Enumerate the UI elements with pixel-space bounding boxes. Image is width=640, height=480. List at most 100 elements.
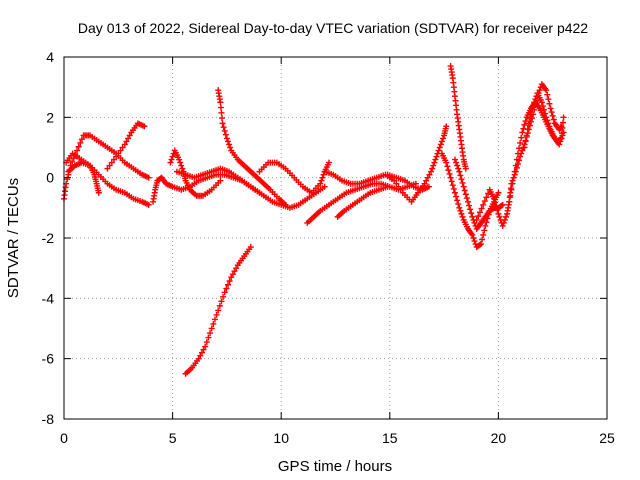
data-point xyxy=(479,236,486,243)
series-arc-19 xyxy=(506,99,567,205)
data-point xyxy=(513,156,520,163)
data-point xyxy=(424,174,431,181)
x-tick-label: 20 xyxy=(491,430,507,446)
data-point xyxy=(556,141,563,148)
data-point xyxy=(481,198,488,205)
data-point xyxy=(546,100,553,107)
data-point xyxy=(559,124,566,131)
data-point xyxy=(121,141,128,148)
data-point xyxy=(282,201,289,208)
data-point xyxy=(529,106,536,113)
data-point xyxy=(318,177,325,184)
data-point xyxy=(437,141,444,148)
data-point xyxy=(480,201,487,208)
data-point xyxy=(423,177,430,184)
data-point xyxy=(221,289,228,296)
data-point xyxy=(510,174,517,181)
data-point xyxy=(145,174,152,181)
data-point xyxy=(221,127,228,134)
data-point xyxy=(229,271,236,278)
data-point xyxy=(558,135,565,142)
data-point xyxy=(226,277,233,284)
data-point xyxy=(543,114,550,121)
data-point xyxy=(483,219,490,226)
data-point xyxy=(462,191,469,198)
data-point xyxy=(476,241,483,248)
data-point xyxy=(524,126,531,133)
data-point xyxy=(543,87,550,94)
data-point xyxy=(532,96,539,103)
data-point xyxy=(454,197,461,204)
data-point xyxy=(525,120,532,127)
data-point xyxy=(462,165,469,172)
series-arc-20 xyxy=(521,90,567,151)
grid-lines xyxy=(64,57,607,419)
data-point xyxy=(557,138,564,145)
data-point xyxy=(176,156,183,163)
data-point xyxy=(208,325,215,332)
y-tick-label: 4 xyxy=(46,49,54,65)
data-point xyxy=(217,99,224,106)
y-tick-label: 0 xyxy=(46,170,54,186)
data-point xyxy=(469,213,476,220)
data-point xyxy=(550,116,557,123)
data-point xyxy=(454,162,461,169)
data-point xyxy=(226,141,233,148)
data-point xyxy=(473,216,480,223)
data-point xyxy=(471,238,478,245)
data-point xyxy=(542,110,549,117)
data-point xyxy=(207,330,214,337)
data-point xyxy=(544,91,551,98)
data-point xyxy=(233,265,240,272)
data-point xyxy=(425,183,432,190)
data-point xyxy=(217,104,224,111)
data-point xyxy=(195,355,202,362)
data-point xyxy=(458,176,465,183)
data-point xyxy=(523,132,530,139)
series-arc-15 xyxy=(438,150,502,251)
data-point xyxy=(77,139,84,146)
data-point xyxy=(559,132,566,139)
data-point xyxy=(507,192,514,199)
data-point xyxy=(220,293,227,300)
data-point xyxy=(231,268,238,275)
series-arc-3 xyxy=(65,159,102,196)
data-point xyxy=(500,219,507,226)
y-tick-label: 2 xyxy=(46,109,54,125)
data-point xyxy=(228,274,235,281)
data-point xyxy=(169,153,176,160)
data-point xyxy=(560,114,567,121)
data-point xyxy=(475,213,482,220)
data-point xyxy=(508,186,515,193)
data-point xyxy=(218,298,225,305)
data-point xyxy=(69,158,76,165)
data-point xyxy=(227,144,234,151)
data-point xyxy=(466,202,473,209)
data-point xyxy=(224,138,231,145)
data-point xyxy=(536,87,543,94)
data-point xyxy=(521,121,528,128)
data-point xyxy=(449,182,456,189)
data-point xyxy=(480,231,487,238)
series-arc-12 xyxy=(321,123,450,205)
data-point xyxy=(216,302,223,309)
data-point xyxy=(514,150,521,157)
data-point xyxy=(483,194,490,201)
data-point xyxy=(444,163,451,170)
data-point xyxy=(393,180,400,187)
data-point xyxy=(224,281,231,288)
series-arc-4 xyxy=(104,120,148,172)
series-arc-18 xyxy=(473,81,565,229)
x-tick-label: 15 xyxy=(382,430,398,446)
data-point xyxy=(222,131,229,138)
data-point xyxy=(445,167,452,174)
x-tick-label: 0 xyxy=(60,430,68,446)
data-point xyxy=(167,159,174,166)
y-tick-label: -8 xyxy=(42,411,55,427)
data-point xyxy=(499,222,506,229)
data-point xyxy=(123,138,130,145)
data-point xyxy=(457,172,464,179)
data-point xyxy=(443,123,450,130)
data-point xyxy=(496,213,503,220)
data-point xyxy=(549,112,556,119)
